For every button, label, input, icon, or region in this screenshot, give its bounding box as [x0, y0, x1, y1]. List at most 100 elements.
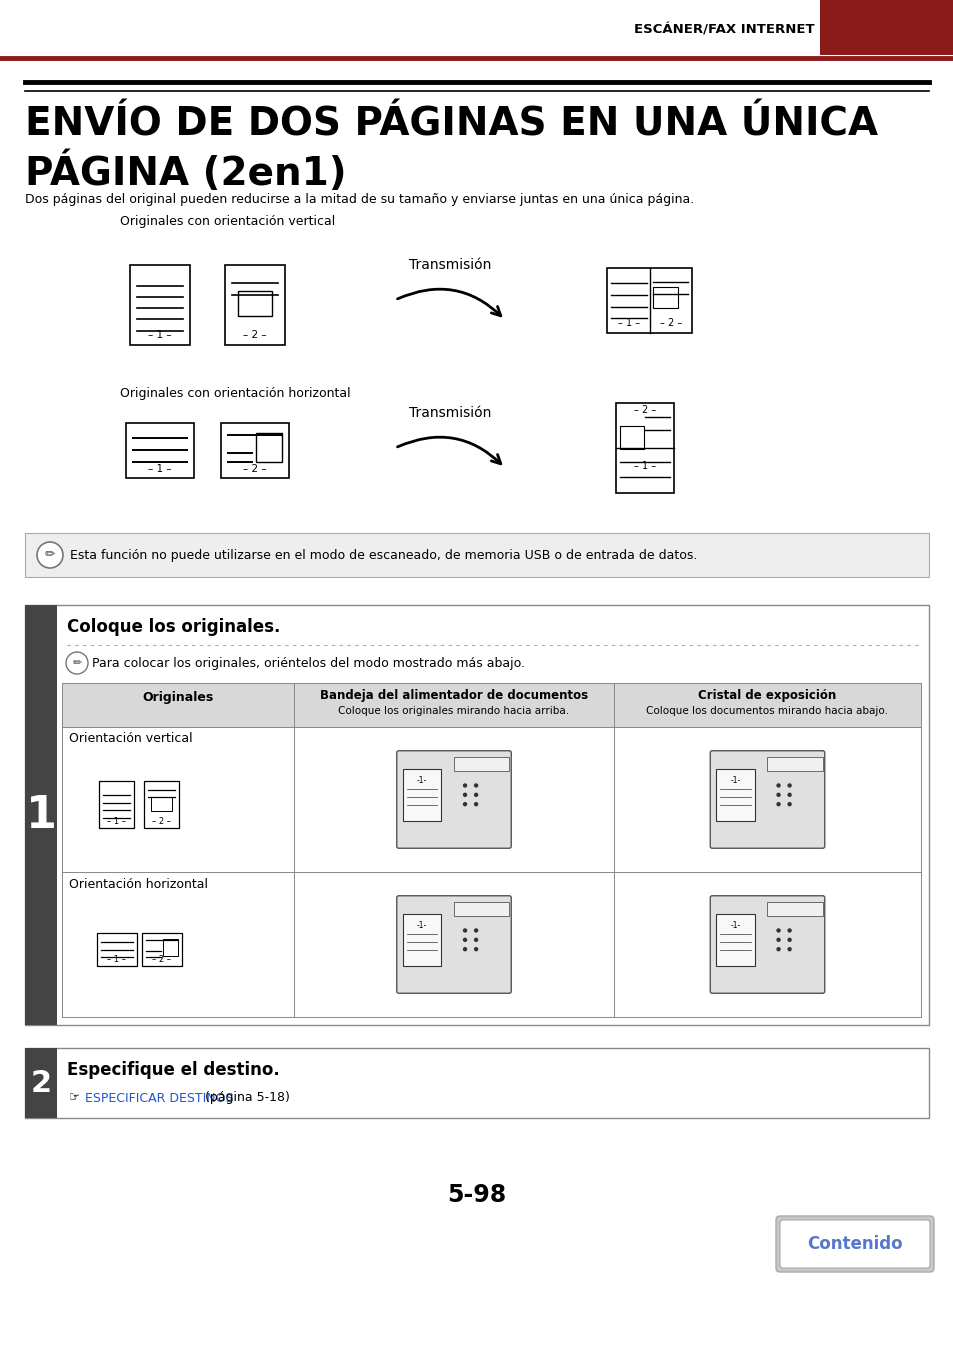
Bar — [454, 757, 509, 771]
Text: Transmisión: Transmisión — [409, 406, 491, 420]
Text: Cristal de exposición: Cristal de exposición — [698, 688, 836, 702]
Text: -1-: -1- — [730, 776, 740, 784]
Text: ENVÍO DE DOS PÁGINAS EN UNA ÚNICA: ENVÍO DE DOS PÁGINAS EN UNA ÚNICA — [25, 107, 877, 144]
Text: – 1 –: – 1 – — [108, 956, 127, 964]
FancyArrowPatch shape — [397, 437, 500, 464]
Bar — [142, 933, 182, 967]
Bar — [221, 423, 289, 478]
Text: Bandeja del alimentador de documentos: Bandeja del alimentador de documentos — [319, 688, 587, 702]
Bar — [607, 267, 692, 332]
Bar — [25, 605, 928, 1025]
Text: – 1 –: – 1 – — [148, 329, 172, 340]
Circle shape — [777, 938, 780, 941]
Text: 1: 1 — [26, 794, 56, 837]
Text: Coloque los originales.: Coloque los originales. — [67, 618, 280, 636]
Circle shape — [474, 803, 477, 806]
Circle shape — [474, 938, 477, 941]
Bar — [616, 404, 673, 493]
Text: ESPECIFICAR DESTINOS: ESPECIFICAR DESTINOS — [85, 1092, 233, 1104]
Circle shape — [463, 794, 466, 796]
Text: Originales: Originales — [142, 690, 213, 703]
Text: Contenido: Contenido — [806, 1235, 902, 1253]
Bar — [256, 433, 282, 462]
Bar — [25, 1048, 57, 1118]
Text: Esta función no puede utilizarse en el modo de escaneado, de memoria USB o de en: Esta función no puede utilizarse en el m… — [70, 548, 697, 562]
Text: – 1 –: – 1 – — [148, 463, 172, 474]
Bar — [402, 769, 441, 821]
Text: Originales con orientación vertical: Originales con orientación vertical — [120, 216, 335, 228]
Bar — [454, 902, 509, 917]
Text: – 1 –: – 1 – — [617, 319, 639, 328]
Circle shape — [787, 929, 790, 932]
FancyBboxPatch shape — [780, 1220, 929, 1268]
Bar — [152, 796, 172, 810]
Bar — [820, 0, 953, 55]
Text: – 1 –: – 1 – — [634, 460, 656, 471]
Text: Dos páginas del original pueden reducirse a la mitad de su tamaño y enviarse jun: Dos páginas del original pueden reducirs… — [25, 193, 694, 207]
Text: – 2 –: – 2 – — [633, 405, 656, 416]
Circle shape — [463, 929, 466, 932]
Text: Orientación vertical: Orientación vertical — [69, 733, 193, 745]
Text: – 1 –: – 1 – — [108, 817, 127, 825]
Text: -1-: -1- — [416, 776, 427, 784]
Bar — [97, 933, 137, 967]
Bar — [619, 425, 643, 450]
Circle shape — [787, 938, 790, 941]
Text: ✏: ✏ — [45, 548, 55, 562]
Circle shape — [474, 929, 477, 932]
Text: Especifique el destino.: Especifique el destino. — [67, 1061, 279, 1079]
Bar — [767, 757, 821, 771]
Circle shape — [777, 929, 780, 932]
Circle shape — [777, 803, 780, 806]
Bar — [126, 423, 193, 478]
Text: 2: 2 — [30, 1068, 51, 1098]
Bar — [144, 782, 179, 828]
Circle shape — [777, 948, 780, 950]
Bar — [716, 914, 754, 965]
Bar — [163, 940, 178, 956]
Text: – 2 –: – 2 – — [243, 463, 267, 474]
Bar — [402, 914, 441, 965]
Bar — [652, 288, 678, 308]
FancyBboxPatch shape — [709, 896, 824, 994]
Circle shape — [66, 652, 88, 674]
Bar — [294, 683, 614, 728]
Circle shape — [777, 784, 780, 787]
Bar — [130, 265, 190, 346]
Text: Originales con orientación horizontal: Originales con orientación horizontal — [120, 386, 351, 400]
Text: – 2 –: – 2 – — [152, 956, 172, 964]
Text: PÁGINA (2en1): PÁGINA (2en1) — [25, 151, 346, 193]
Circle shape — [787, 948, 790, 950]
FancyBboxPatch shape — [775, 1216, 933, 1272]
Circle shape — [463, 938, 466, 941]
Bar — [62, 683, 294, 728]
Bar — [716, 769, 754, 821]
Text: Coloque los documentos mirando hacia abajo.: Coloque los documentos mirando hacia aba… — [646, 706, 887, 716]
Bar — [225, 265, 285, 346]
FancyArrowPatch shape — [397, 289, 500, 316]
Text: -1-: -1- — [416, 921, 427, 930]
Text: – 2 –: – 2 – — [243, 329, 267, 340]
Text: (página 5-18): (página 5-18) — [201, 1092, 290, 1104]
FancyBboxPatch shape — [396, 896, 511, 994]
Text: -1-: -1- — [730, 921, 740, 930]
FancyBboxPatch shape — [709, 751, 824, 848]
Circle shape — [474, 784, 477, 787]
Circle shape — [787, 803, 790, 806]
Text: ✏: ✏ — [72, 657, 82, 668]
Bar — [99, 782, 134, 828]
Text: ESCÁNER/FAX INTERNET: ESCÁNER/FAX INTERNET — [634, 23, 814, 36]
Text: Para colocar los originales, oriéntelos del modo mostrado más abajo.: Para colocar los originales, oriéntelos … — [91, 656, 524, 670]
Bar — [614, 683, 920, 728]
Bar — [767, 902, 821, 917]
Circle shape — [474, 948, 477, 950]
Text: Transmisión: Transmisión — [409, 258, 491, 271]
Circle shape — [787, 784, 790, 787]
Circle shape — [787, 794, 790, 796]
Bar — [25, 605, 57, 1025]
Bar — [25, 1048, 928, 1118]
Text: – 2 –: – 2 – — [152, 817, 172, 825]
Text: 5-98: 5-98 — [447, 1183, 506, 1207]
Text: ☞: ☞ — [69, 1092, 80, 1104]
Circle shape — [37, 541, 63, 568]
